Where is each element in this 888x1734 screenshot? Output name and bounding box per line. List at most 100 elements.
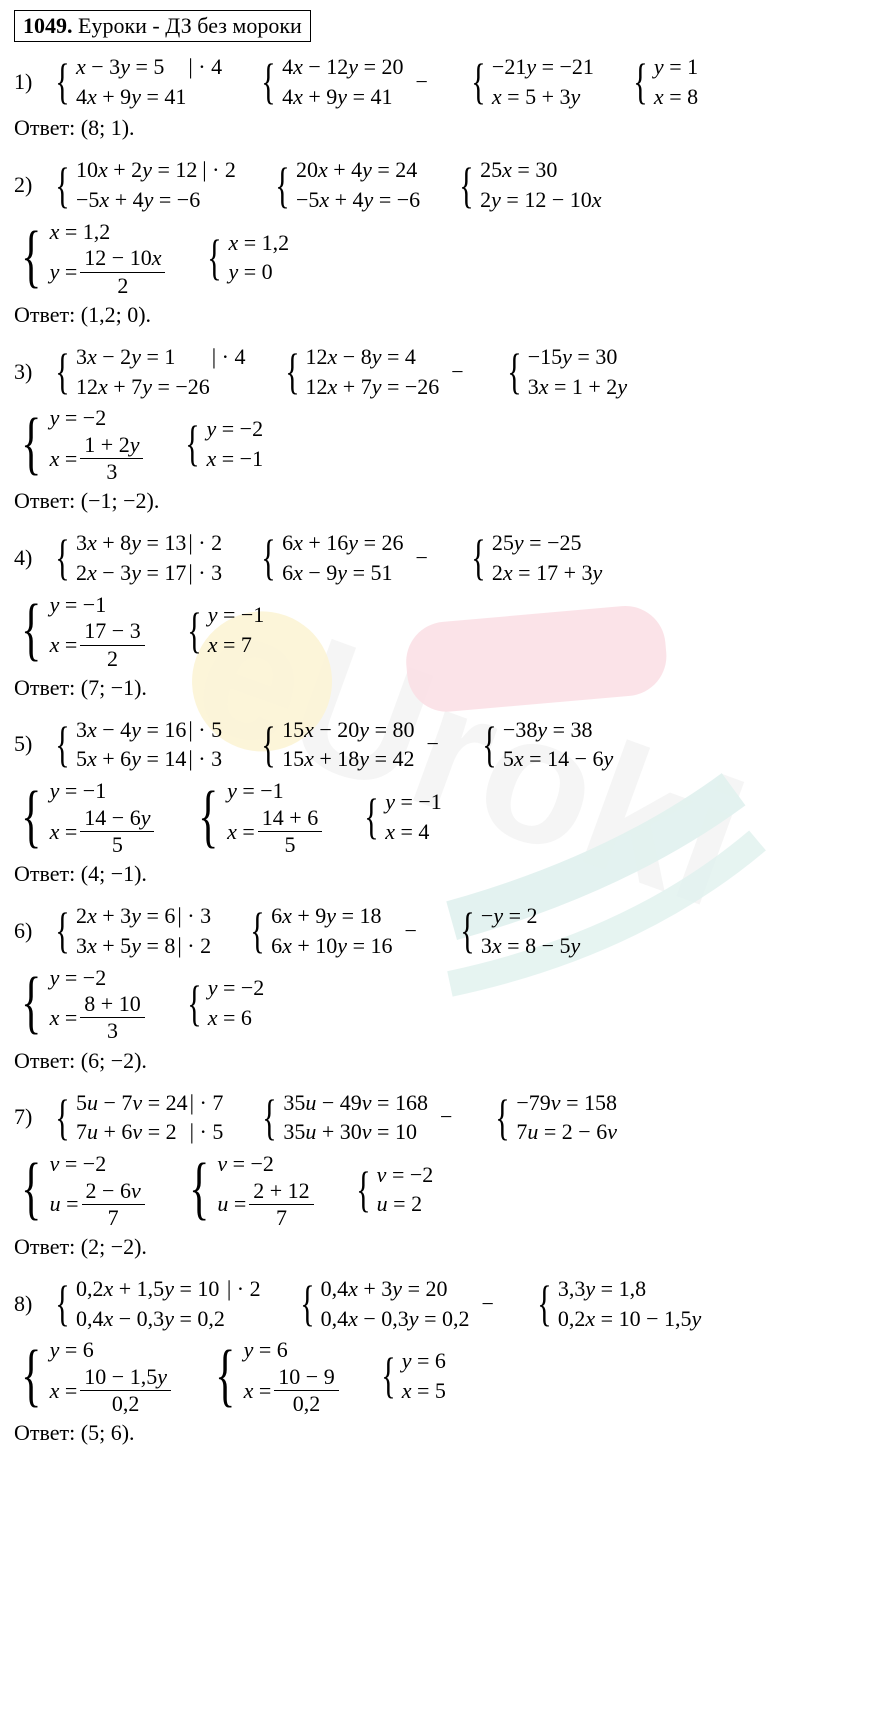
fraction: 10 − 90,2 bbox=[274, 1365, 338, 1416]
problem-row: {y = −2x = 8 + 103{y = −2x = 6 bbox=[14, 963, 874, 1044]
equations: x − 3y = 54x + 9y = 41 bbox=[76, 52, 186, 111]
brace: { bbox=[482, 727, 498, 762]
equation-system: {35u − 49v = 16835u + 30v = 10 bbox=[257, 1088, 428, 1147]
problem-number: 6) bbox=[14, 918, 42, 944]
equation-system: {y = 6x = 10 − 90,2 bbox=[208, 1335, 342, 1416]
equation-line: 0,4x + 3y = 20 bbox=[321, 1274, 470, 1304]
brace: { bbox=[261, 64, 277, 99]
equation-line: y = −1 bbox=[50, 776, 158, 806]
equation-line: y = −2 bbox=[208, 973, 265, 1003]
equation-line: y = 6 bbox=[244, 1335, 342, 1365]
answer: Ответ: (6; −2). bbox=[14, 1048, 874, 1074]
brace: { bbox=[55, 1100, 71, 1135]
equations: y = 6x = 5 bbox=[402, 1346, 446, 1405]
equation-line: 7u = 2 − 6v bbox=[516, 1117, 617, 1147]
equations: y = −2x = −1 bbox=[206, 414, 263, 473]
equation-line: u = 2 − 6v7 bbox=[50, 1179, 148, 1230]
equations: −15y = 303x = 1 + 2y bbox=[528, 342, 627, 401]
brace: { bbox=[364, 799, 380, 834]
problem-number: 2) bbox=[14, 172, 42, 198]
equation-system: {v = −2u = 2 − 6v7 bbox=[14, 1149, 148, 1230]
equation-system: {6x + 16y = 266x − 9y = 51 bbox=[256, 528, 403, 587]
fraction: 10 − 1,5y0,2 bbox=[80, 1365, 171, 1416]
equation-line: 5u − 7v = 24 bbox=[76, 1088, 188, 1118]
equation-line: 5x = 14 − 6y bbox=[503, 744, 613, 774]
problem: 6){2x + 3y = 63x + 5y = 8| · 3| · 2{6x +… bbox=[14, 901, 874, 1073]
answer: Ответ: (5; 6). bbox=[14, 1420, 874, 1446]
equation-line: 25y = −25 bbox=[492, 528, 602, 558]
equations: y = −2x = 1 + 2y3 bbox=[50, 403, 147, 484]
equation-system: {x = 1,2y = 0 bbox=[202, 228, 289, 287]
brace: { bbox=[55, 354, 71, 389]
equation-system: {10x + 2y = 12−5x + 4y = −6| · 2 bbox=[50, 155, 236, 214]
equation-line: v = −2 bbox=[377, 1160, 434, 1190]
equation-line: −5x + 4y = −6 bbox=[76, 185, 200, 215]
brace: { bbox=[21, 796, 42, 838]
equations: 0,2x + 1,5y = 100,4x − 0,3y = 0,2 bbox=[76, 1274, 225, 1333]
brace: { bbox=[55, 727, 71, 762]
brace: { bbox=[21, 1355, 42, 1397]
equations: v = −2u = 2 + 127 bbox=[217, 1149, 316, 1230]
equations: x = 1,2y = 12 − 10x2 bbox=[50, 217, 169, 298]
minus-operator: − bbox=[447, 359, 467, 385]
equation-system: {−79v = 1587u = 2 − 6v bbox=[490, 1088, 617, 1147]
brace: { bbox=[199, 796, 220, 838]
problem-row: 7){5u − 7v = 247u + 6v = 2| · 7| · 5{35u… bbox=[14, 1088, 874, 1147]
equation-line: 6x + 16y = 26 bbox=[282, 528, 403, 558]
brace: { bbox=[55, 1286, 71, 1321]
equation-line: 0,4x − 0,3y = 0,2 bbox=[76, 1304, 225, 1334]
equation-line: 12x + 7y = −26 bbox=[76, 372, 210, 402]
equation-line: −5x + 4y = −6 bbox=[296, 185, 420, 215]
problem-row: {y = −1x = 14 − 6y5{y = −1x = 14 + 65{y … bbox=[14, 776, 874, 857]
multipliers: | · 5| · 3 bbox=[188, 715, 222, 774]
equation-system: {y = −2x = 1 + 2y3 bbox=[14, 403, 146, 484]
equations: 2x + 3y = 63x + 5y = 8 bbox=[76, 901, 175, 960]
brace: { bbox=[208, 240, 224, 275]
problem-row: {y = 6x = 10 − 1,5y0,2{y = 6x = 10 − 90,… bbox=[14, 1335, 874, 1416]
problem-row: 3){3x − 2y = 112x + 7y = −26| · 4 {12x −… bbox=[14, 342, 874, 401]
equation-line: 35u − 49v = 168 bbox=[283, 1088, 428, 1118]
brace: { bbox=[381, 1358, 397, 1393]
title-box: 1049. Еуроки - ДЗ без мороки bbox=[14, 10, 311, 42]
equation-line: y = 1 bbox=[654, 52, 698, 82]
fraction: 12 − 10x2 bbox=[80, 246, 165, 297]
minus-operator: − bbox=[436, 1104, 456, 1130]
brace: { bbox=[21, 236, 42, 278]
equations: y = −1x = 17 − 32 bbox=[50, 590, 148, 671]
equation-system: {y = −1x = 14 + 65 bbox=[191, 776, 325, 857]
equation-line: x = 5 + 3y bbox=[492, 82, 594, 112]
equation-line: y = −1 bbox=[227, 776, 325, 806]
equation-line: y = 6 bbox=[50, 1335, 174, 1365]
problem: 3){3x − 2y = 112x + 7y = −26| · 4 {12x −… bbox=[14, 342, 874, 514]
equation-system: {−38y = 385x = 14 − 6y bbox=[477, 715, 613, 774]
brace: { bbox=[55, 913, 71, 948]
equation-line: −21y = −21 bbox=[492, 52, 594, 82]
equation-system: {0,2x + 1,5y = 100,4x − 0,3y = 0,2| · 2 bbox=[50, 1274, 261, 1333]
multipliers: | · 4 bbox=[188, 52, 222, 111]
equation-line: 15x − 20y = 80 bbox=[282, 715, 414, 745]
problem: 5){3x − 4y = 165x + 6y = 14| · 5| · 3{15… bbox=[14, 715, 874, 887]
problem-row: {v = −2u = 2 − 6v7{v = −2u = 2 + 127{v =… bbox=[14, 1149, 874, 1230]
equation-system: {x − 3y = 54x + 9y = 41| · 4 bbox=[50, 52, 222, 111]
equation-system: {−15y = 303x = 1 + 2y bbox=[502, 342, 627, 401]
equation-line: x = 14 + 65 bbox=[227, 806, 325, 857]
equations: 12x − 8y = 412x + 7y = −26 bbox=[306, 342, 440, 401]
equations: y = 6x = 10 − 1,5y0,2 bbox=[50, 1335, 174, 1416]
fraction: 1 + 2y3 bbox=[80, 433, 143, 484]
brace: { bbox=[250, 913, 266, 948]
problem: 2){10x + 2y = 12−5x + 4y = −6| · 2 {20x … bbox=[14, 155, 874, 327]
equation-line: x = 4 bbox=[385, 817, 442, 847]
equation-system: {−21y = −21x = 5 + 3y bbox=[466, 52, 594, 111]
problem: 1){x − 3y = 54x + 9y = 41| · 4 {4x − 12y… bbox=[14, 52, 874, 141]
equations: v = −2u = 2 − 6v7 bbox=[50, 1149, 148, 1230]
equation-line: y = −1 bbox=[50, 590, 148, 620]
equations: y = −2x = 6 bbox=[208, 973, 265, 1032]
equation-line: 6x + 9y = 18 bbox=[271, 901, 392, 931]
problem-row: {y = −2x = 1 + 2y3{y = −2x = −1 bbox=[14, 403, 874, 484]
equations: x = 1,2y = 0 bbox=[228, 228, 289, 287]
fraction: 14 + 65 bbox=[258, 806, 322, 857]
equations: 5u − 7v = 247u + 6v = 2 bbox=[76, 1088, 188, 1147]
equation-line: v = −2 bbox=[50, 1149, 148, 1179]
equation-line: y = −2 bbox=[50, 963, 148, 993]
equations: −21y = −21x = 5 + 3y bbox=[492, 52, 594, 111]
